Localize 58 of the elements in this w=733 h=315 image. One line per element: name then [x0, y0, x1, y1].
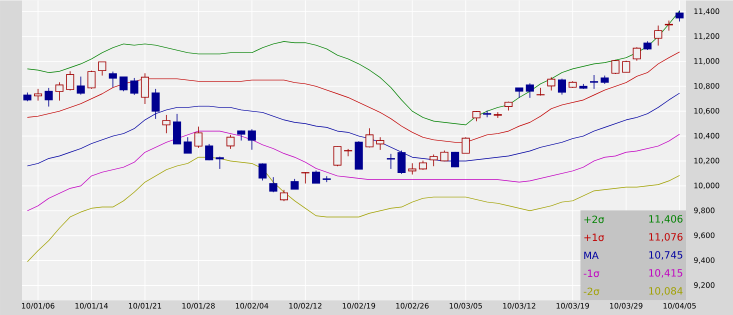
- candlestick: [55, 82, 64, 101]
- candlestick: [98, 61, 106, 76]
- annotation: 10,415: [649, 268, 682, 278]
- text: -1σ: [584, 269, 600, 277]
- candlestick: [622, 60, 630, 73]
- candlestick: [258, 162, 267, 181]
- candlestick: [386, 153, 395, 170]
- candlestick: [194, 126, 202, 148]
- candlestick: [248, 128, 256, 150]
- annotation: 11,076: [649, 232, 683, 242]
- candlestick: [664, 20, 673, 31]
- candlestick: [376, 136, 384, 150]
- candlestick: [130, 77, 138, 96]
- candlestick: [184, 136, 192, 154]
- candlestick: [333, 146, 342, 166]
- candlestick: [76, 76, 85, 95]
- candlestick: [344, 148, 352, 156]
- candlestick: [226, 134, 235, 150]
- candlestick: [558, 78, 566, 95]
- text: MA: [584, 252, 599, 259]
- annotation: 10,745: [649, 250, 682, 260]
- text: +1σ: [584, 233, 604, 241]
- candlestick: [162, 114, 170, 134]
- candlestick: [440, 150, 448, 162]
- candlestick: [418, 160, 428, 170]
- candlestick: [408, 162, 416, 175]
- candlestick: [430, 154, 438, 166]
- candlestick: [547, 76, 556, 91]
- candlestick: [205, 143, 214, 160]
- candlestick: [87, 70, 96, 90]
- candlestick: [140, 72, 150, 104]
- candlestick: [280, 189, 288, 202]
- candlestick: [676, 10, 684, 22]
- candlestick: [269, 176, 278, 192]
- candlestick: [654, 24, 662, 46]
- candlestick: [365, 128, 374, 148]
- annotation: 10,084: [649, 286, 683, 296]
- text: +2σ: [584, 215, 604, 223]
- candlestick: [632, 46, 641, 61]
- candlestick: [120, 76, 128, 92]
- candlestick: [398, 150, 406, 174]
- candlestick: [536, 87, 545, 96]
- candlestick: [152, 88, 160, 120]
- candlestick: [312, 170, 320, 184]
- candlestick: [611, 59, 620, 74]
- candlestick: [462, 136, 470, 154]
- candlestick: [590, 74, 598, 90]
- candlestick: [108, 71, 117, 88]
- annotation: 11,406: [649, 214, 683, 224]
- candlestick: [483, 110, 492, 118]
- candlestick: [526, 82, 534, 98]
- candlestick: [44, 87, 53, 107]
- candlestick: [290, 178, 299, 190]
- text: -2σ: [584, 287, 600, 295]
- candlestick: [66, 70, 74, 91]
- candlestick: [216, 156, 224, 170]
- candlestick: [34, 88, 42, 101]
- candlestick: [173, 113, 182, 144]
